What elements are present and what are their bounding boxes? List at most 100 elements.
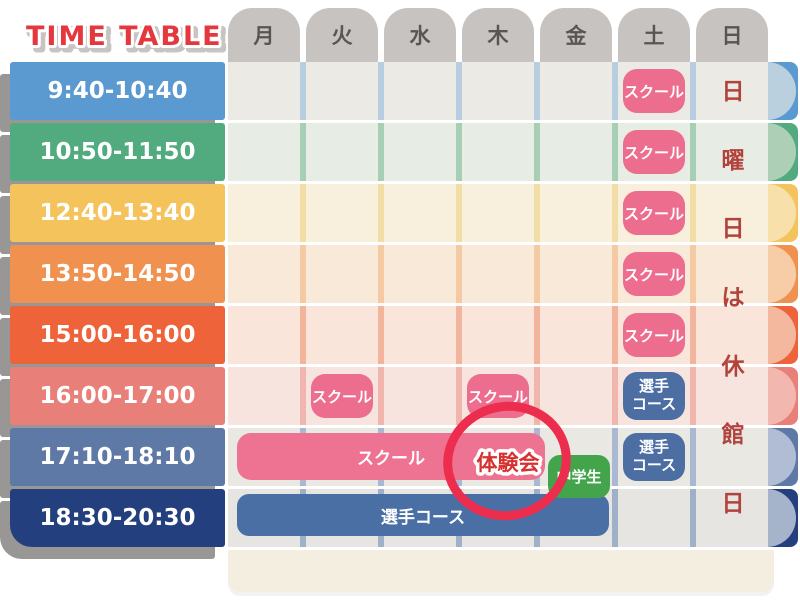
time-label-text: 12:40-13:40 bbox=[39, 200, 196, 226]
cell-tue bbox=[306, 306, 378, 364]
junior-high-badge-label: 中学生 bbox=[556, 468, 602, 486]
timetable-card: 月火水木金土日 スクール 9:40-10:40 スクール 10:50-11:50 スクー… bbox=[10, 8, 798, 592]
school-badge-label: スクール bbox=[467, 387, 528, 406]
row-cells: スクール bbox=[228, 245, 768, 303]
row-cells: スクール bbox=[228, 184, 768, 242]
notice-char: 館 bbox=[721, 422, 745, 449]
cell-thu bbox=[462, 123, 534, 181]
timetable-row: スクール 10:50-11:50 bbox=[10, 123, 798, 181]
time-label-text: 17:10-18:10 bbox=[39, 444, 196, 470]
footer-strip bbox=[228, 550, 774, 592]
cell-sat: スクール bbox=[618, 123, 690, 181]
trial-session-label: 体験会 bbox=[477, 451, 540, 475]
row-cells: スクール スクール 選手 コース bbox=[228, 367, 768, 425]
time-label: 18:30-20:30 bbox=[10, 489, 225, 547]
time-label-text: 16:00-17:00 bbox=[39, 383, 196, 409]
school-badge-label: スクール bbox=[623, 82, 684, 101]
cell-fri bbox=[540, 306, 612, 364]
notice-char: 曜 bbox=[721, 147, 745, 174]
school-badge: スクール bbox=[623, 69, 685, 113]
cell-sat: 選手 コース bbox=[618, 367, 690, 425]
title-shadow-text: TIME TABLE bbox=[30, 25, 227, 56]
cell-mon bbox=[228, 123, 300, 181]
school-badge-label: スクール bbox=[623, 326, 684, 345]
time-label-text: 9:40-10:40 bbox=[47, 78, 188, 104]
cell-tue bbox=[306, 184, 378, 242]
time-label: 13:50-14:50 bbox=[10, 245, 225, 303]
row-cells: スクール bbox=[228, 62, 768, 120]
sunday-closed-notice: 日曜日は休館日 bbox=[698, 72, 768, 518]
cell-wed bbox=[384, 123, 456, 181]
cell-sat: 選手 コース bbox=[618, 428, 690, 486]
notice-char: 日 bbox=[721, 79, 745, 105]
cell-wed bbox=[384, 62, 456, 120]
cell-thu bbox=[462, 245, 534, 303]
trial-session-svg: 体験会 bbox=[473, 448, 543, 479]
row-cells: スクール bbox=[228, 123, 768, 181]
athlete-course-badge-line: コース bbox=[631, 456, 677, 474]
time-label: 17:10-18:10 bbox=[10, 428, 225, 486]
day-header-sat: 土 bbox=[618, 8, 690, 62]
time-label-text: 18:30-20:30 bbox=[39, 505, 196, 531]
day-header-label: 金 bbox=[565, 24, 587, 48]
cell-tue bbox=[306, 62, 378, 120]
school-badge: スクール bbox=[623, 130, 685, 174]
athlete-course-badge-line: コース bbox=[631, 395, 677, 413]
notice-char: 日 bbox=[721, 490, 745, 517]
timetable-row: スクール スクール 選手 コース 16:00-17:00 bbox=[10, 367, 798, 425]
day-header-label: 日 bbox=[721, 24, 743, 48]
day-header-label: 水 bbox=[409, 24, 431, 48]
time-label: 10:50-11:50 bbox=[10, 123, 225, 181]
cell-fri bbox=[540, 367, 612, 425]
cell-thu bbox=[462, 306, 534, 364]
school-badge-label: スクール bbox=[623, 204, 684, 223]
school-badge-label: スクール bbox=[311, 387, 372, 406]
cell-wed bbox=[384, 306, 456, 364]
athlete-course-badge-line: 選手 bbox=[638, 438, 669, 457]
cell-sun bbox=[696, 489, 768, 547]
cell-sun bbox=[696, 123, 768, 181]
cell-sun bbox=[696, 428, 768, 486]
cell-sun bbox=[696, 62, 768, 120]
cell-fri bbox=[540, 123, 612, 181]
school-bar-label: スクール bbox=[357, 449, 425, 469]
cell-sat: スクール bbox=[618, 306, 690, 364]
school-bar: スクール bbox=[237, 433, 545, 480]
title-text: TIME TABLE bbox=[26, 21, 223, 52]
school-badge-label: スクール bbox=[623, 143, 684, 162]
cell-mon bbox=[228, 367, 300, 425]
time-label: 16:00-17:00 bbox=[10, 367, 225, 425]
timetable-row: スクール 13:50-14:50 bbox=[10, 245, 798, 303]
cell-wed bbox=[384, 184, 456, 242]
cell-tue: スクール bbox=[306, 367, 378, 425]
day-header-label: 土 bbox=[643, 24, 665, 48]
cell-sun bbox=[696, 306, 768, 364]
school-badge-label: スクール bbox=[623, 265, 684, 284]
day-header-thu: 木 bbox=[462, 8, 534, 62]
timetable-row: スクール 12:40-13:40 bbox=[10, 184, 798, 242]
athlete-course-badge: 選手 コース bbox=[623, 433, 685, 481]
cell-fri bbox=[540, 62, 612, 120]
school-badge: スクール bbox=[467, 374, 529, 418]
timetable-row: スクール 9:40-10:40 bbox=[10, 62, 798, 120]
row-cells: スクール bbox=[228, 306, 768, 364]
cell-sat: スクール bbox=[618, 245, 690, 303]
time-label-text: 13:50-14:50 bbox=[39, 261, 196, 287]
school-badge: スクール bbox=[623, 313, 685, 357]
timetable-row: スクール 15:00-16:00 bbox=[10, 306, 798, 364]
cell-tue bbox=[306, 123, 378, 181]
time-label: 15:00-16:00 bbox=[10, 306, 225, 364]
cell-fri bbox=[540, 184, 612, 242]
school-badge: スクール bbox=[623, 191, 685, 235]
school-badge: スクール bbox=[623, 252, 685, 296]
day-header-label: 木 bbox=[487, 24, 509, 48]
cell-thu bbox=[462, 62, 534, 120]
cell-wed bbox=[384, 367, 456, 425]
cell-thu bbox=[462, 184, 534, 242]
cell-mon bbox=[228, 62, 300, 120]
notice-char: 日 bbox=[721, 216, 745, 243]
athlete-course-bar: 選手コース bbox=[237, 494, 609, 536]
cell-thu: スクール bbox=[462, 367, 534, 425]
cell-mon bbox=[228, 306, 300, 364]
athlete-course-badge-line: 選手 bbox=[638, 377, 669, 396]
